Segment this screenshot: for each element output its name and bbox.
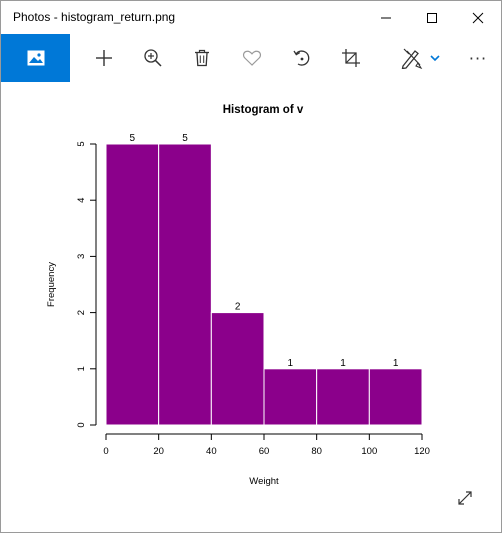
maximize-icon [427,12,437,23]
plus-icon [96,50,112,66]
edit-draw-icon [401,48,423,69]
y-tick-label: 1 [76,366,87,371]
chart-title: Histogram of v [223,104,304,116]
title-bar: Photos - histogram_return.png [1,1,501,34]
histogram-bar [316,368,370,426]
more-icon: ··· [468,48,488,68]
histogram-bar [158,143,212,426]
trash-icon [195,49,209,67]
bar-data-label: 1 [288,358,294,369]
x-tick-label: 0 [103,446,108,457]
favorite-button[interactable] [237,34,267,82]
more-button[interactable]: ··· [461,34,495,82]
maximize-button[interactable] [409,1,455,34]
y-axis-label: Frequency [46,262,57,307]
rotate-button[interactable] [287,34,317,82]
minimize-icon [381,17,391,18]
x-tick-label: 40 [206,446,217,457]
bar-data-label: 1 [393,358,399,369]
add-button[interactable] [89,34,119,82]
crop-button[interactable] [336,34,366,82]
expand-icon [458,491,472,505]
x-tick-label: 60 [259,446,270,457]
delete-button[interactable] [187,34,217,82]
y-tick-label: 3 [76,254,87,259]
bar-data-label: 2 [235,302,241,313]
bar-data-label: 5 [130,133,136,144]
bars-group [105,143,423,426]
image-icon [27,50,44,66]
histogram-bar [263,368,318,426]
histogram-chart: Histogram of v Frequency Weight 5 5 2 1 1 1 0… [46,104,430,487]
crop-icon [342,49,360,67]
x-tick-label: 80 [311,446,322,457]
zoom-in-icon [144,49,162,67]
histogram-bar [210,312,265,426]
edit-draw-button[interactable] [397,34,443,82]
bar-data-label: 1 [340,358,346,369]
y-tick-label: 2 [76,310,87,315]
heart-icon [242,50,262,66]
y-tick-label: 4 [76,198,87,203]
histogram-bar [105,143,160,426]
x-axis-label: Weight [249,476,279,487]
data-labels-group: 5 5 2 1 1 1 [130,133,399,369]
y-axis: 0 1 2 3 4 5 [76,141,97,428]
fullscreen-button[interactable] [453,486,477,510]
minimize-button[interactable] [363,1,409,34]
image-viewer: Histogram of v Frequency Weight 5 5 2 1 1 1 0… [1,82,501,532]
close-icon [472,12,484,23]
histogram-bar [368,368,423,426]
zoom-button[interactable] [138,34,168,82]
x-tick-label: 20 [153,446,164,457]
bar-data-label: 5 [182,133,188,144]
chevron-down-icon [430,55,440,62]
toolbar: ··· [1,34,501,82]
rotate-icon [293,50,310,66]
x-tick-label: 120 [414,446,430,457]
close-button[interactable] [455,1,501,34]
x-axis: 0 20 40 60 80 100 120 [103,433,430,457]
window-title: Photos - histogram_return.png [13,10,176,24]
x-tick-label: 100 [361,446,377,457]
view-image-button[interactable] [1,34,70,82]
y-tick-label: 0 [76,422,87,427]
y-tick-label: 5 [76,141,87,146]
